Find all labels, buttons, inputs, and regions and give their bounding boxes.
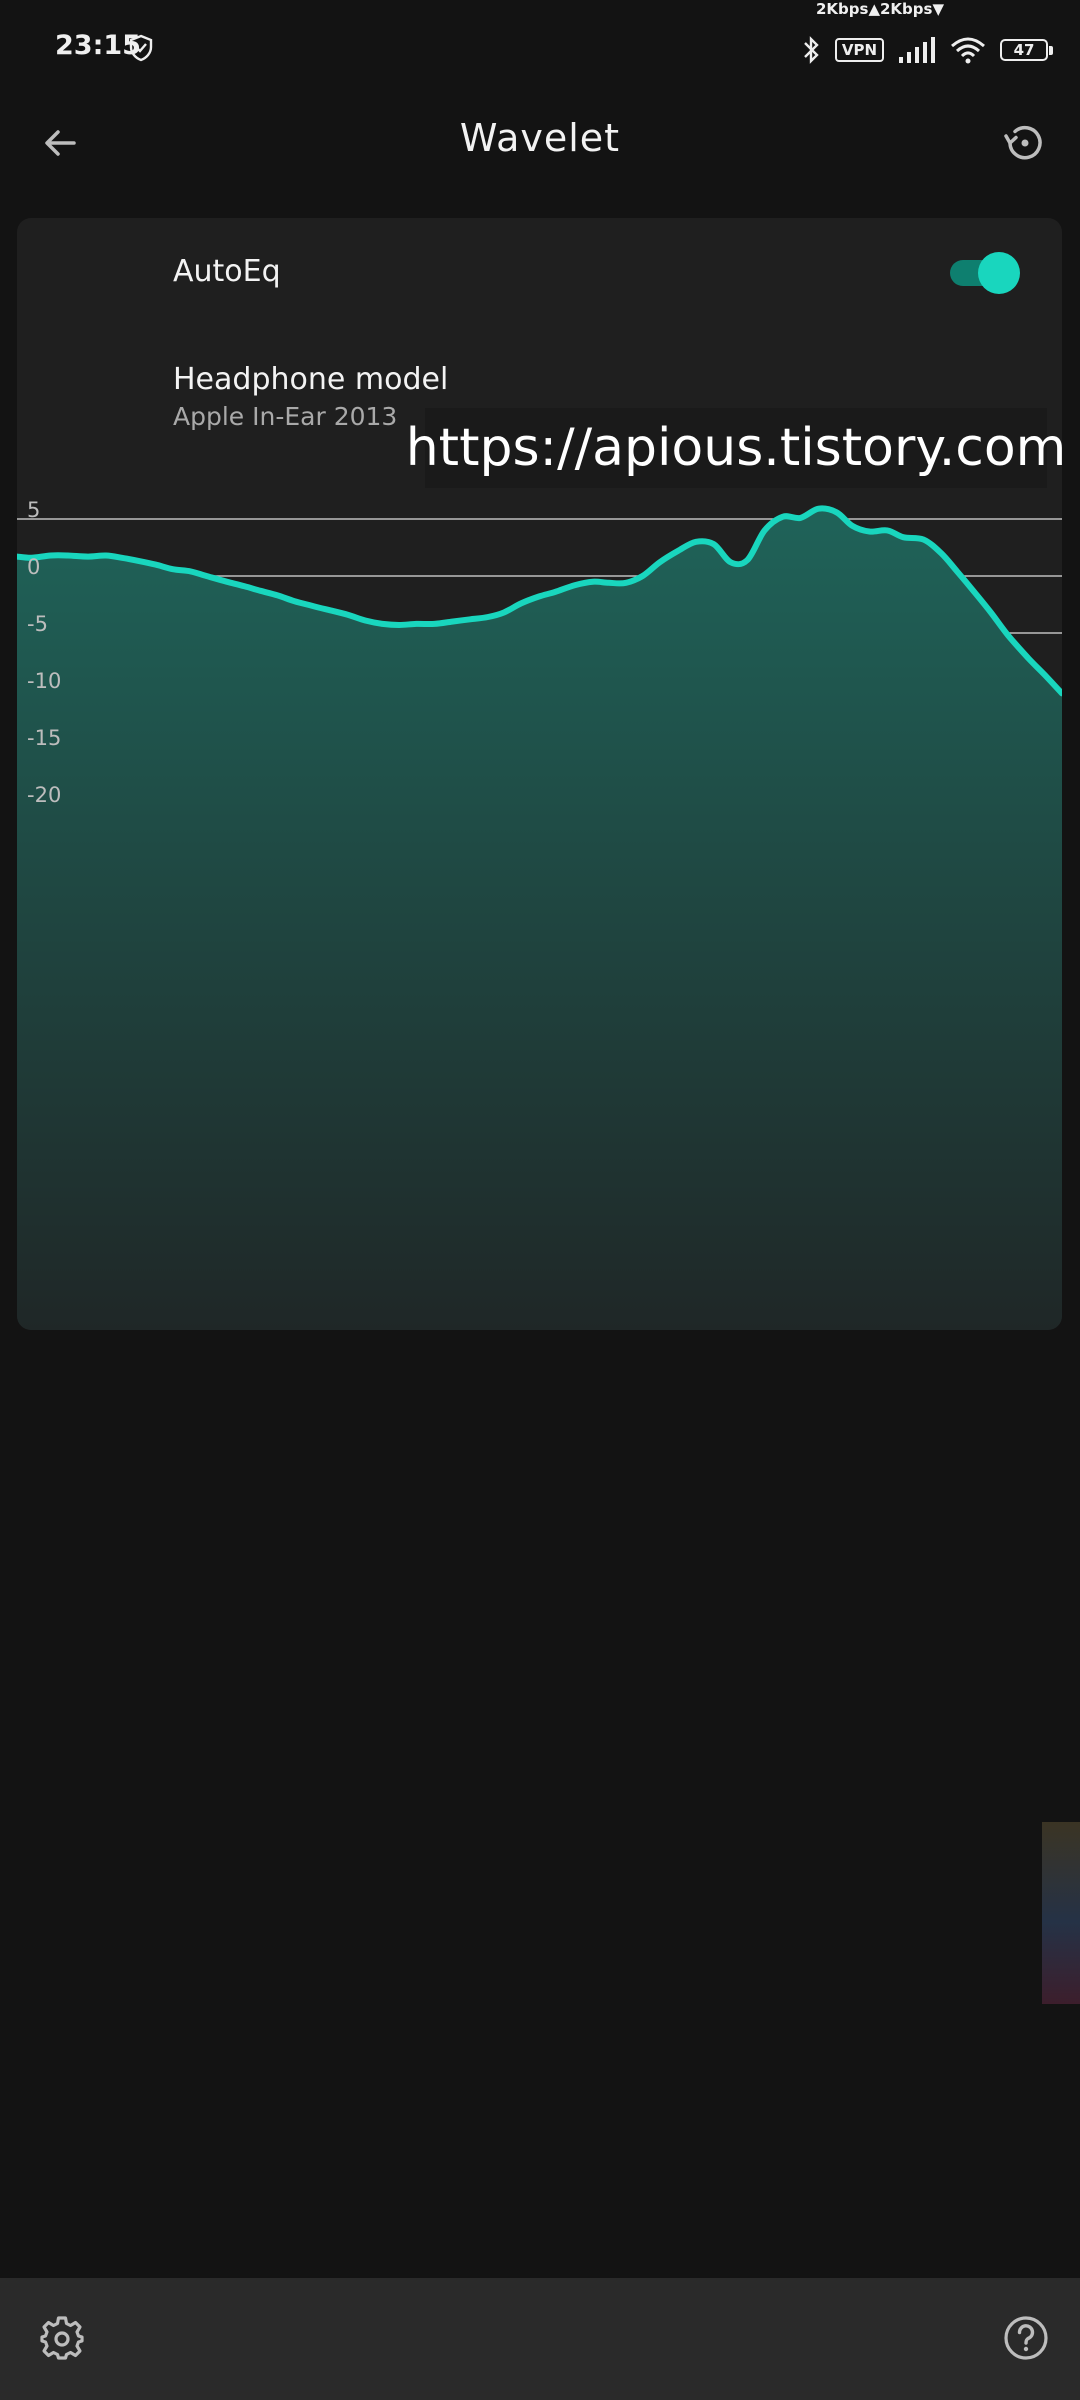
edge-panel-handle[interactable] bbox=[1042, 1822, 1080, 2004]
y-tick-label: -15 bbox=[27, 726, 61, 750]
y-tick-label: 5 bbox=[27, 498, 40, 522]
bluetooth-icon bbox=[803, 36, 819, 64]
back-button[interactable] bbox=[32, 115, 88, 171]
help-circle-icon bbox=[1004, 2316, 1048, 2360]
y-tick-label: -20 bbox=[27, 783, 61, 807]
status-bar: 23:15 2Kbps▲ 2Kbps▼ VPN 47 bbox=[0, 0, 1080, 100]
autoeq-toggle[interactable] bbox=[950, 252, 1020, 294]
y-tick-label: 0 bbox=[27, 555, 40, 579]
headphone-model-value: Apple In-Ear 2013 bbox=[173, 402, 398, 431]
battery-icon: 47 bbox=[1000, 39, 1053, 61]
arrow-left-icon bbox=[45, 130, 76, 156]
battery-level: 47 bbox=[1013, 41, 1035, 59]
top-app-bar: Wavelet bbox=[0, 100, 1080, 220]
wifi-icon bbox=[951, 37, 985, 64]
y-tick-label: -5 bbox=[27, 612, 48, 636]
eq-chart: 1050-5-10-15-2054148403109629808103 bbox=[17, 498, 1062, 1330]
toggle-knob bbox=[978, 252, 1020, 294]
watermark-text: https://apious.tistory.com bbox=[406, 408, 1062, 488]
signal-icon bbox=[899, 37, 935, 63]
download-speed: 2Kbps▼ bbox=[880, 0, 944, 18]
restore-icon bbox=[1004, 126, 1042, 160]
vpn-icon: VPN bbox=[834, 38, 884, 62]
shield-icon bbox=[129, 34, 153, 62]
headphone-model-title: Headphone model bbox=[173, 362, 449, 397]
headphone-model-row[interactable]: Headphone model Apple In-Ear 2013 bbox=[17, 348, 1062, 438]
eq-curve-area bbox=[17, 508, 1062, 1330]
eq-curve-line bbox=[17, 505, 1062, 697]
gear-icon bbox=[40, 2316, 84, 2360]
upload-speed: 2Kbps▲ bbox=[816, 0, 880, 18]
status-icons: VPN 47 bbox=[801, 32, 1053, 68]
status-time: 23:15 bbox=[55, 30, 141, 61]
autoeq-row[interactable]: AutoEq bbox=[17, 218, 1062, 328]
autoeq-label: AutoEq bbox=[173, 254, 281, 289]
reset-button[interactable] bbox=[996, 115, 1052, 171]
bottom-bar bbox=[0, 2278, 1080, 2400]
settings-button[interactable] bbox=[34, 2310, 90, 2366]
y-tick-label: -10 bbox=[27, 669, 61, 693]
page-title: Wavelet bbox=[459, 116, 621, 160]
help-button[interactable] bbox=[998, 2310, 1054, 2366]
autoeq-card: AutoEq Headphone model Apple In-Ear 2013… bbox=[17, 218, 1062, 1330]
